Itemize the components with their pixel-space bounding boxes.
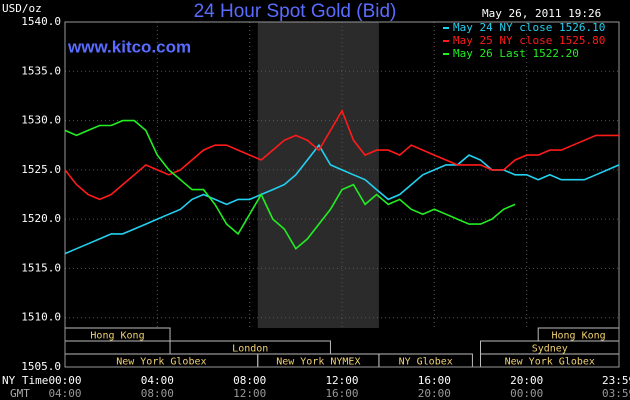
session-label: London [232, 344, 268, 355]
x-tick-label: 23:59 [602, 374, 630, 387]
session-label: Sydney [532, 344, 568, 355]
source: www.kitco.com [67, 37, 191, 56]
legend-label: May 25 NY close 1525.80 [453, 34, 605, 47]
series-line [64, 119, 516, 250]
unit-label: USD/oz [2, 2, 42, 15]
y-tick-label: 1505.0 [21, 360, 61, 373]
x2-tick-label: 03:59 [602, 387, 630, 400]
chart-title: 24 Hour Spot Gold (Bid) [194, 1, 397, 22]
series-line [64, 143, 620, 255]
x2-tick-label: 08:00 [141, 387, 174, 400]
y-tick-label: 1535.0 [21, 64, 61, 77]
y-tick-label: 1510.0 [21, 311, 61, 324]
x2-tick-label: 20:00 [418, 387, 451, 400]
x-tick-label: 08:00 [233, 374, 266, 387]
session-label: New York Globex [505, 357, 595, 368]
y-tick-label: 1540.0 [21, 15, 61, 28]
y-tick-label: 1525.0 [21, 163, 61, 176]
session-label: NY Globex [399, 357, 453, 368]
session-shade [257, 22, 379, 328]
plot-frame [64, 21, 620, 368]
x-tick-label: 16:00 [418, 374, 451, 387]
x2-axis-label: GMT [10, 387, 30, 400]
x-tick-label: 04:00 [141, 374, 174, 387]
legend-label: May 24 NY close 1526.10 [453, 21, 605, 34]
y-tick-label: 1530.0 [21, 114, 61, 127]
session-label: Hong Kong [90, 331, 144, 342]
session-label: New York NYMEX [276, 357, 360, 368]
x-tick-label: 12:00 [325, 374, 358, 387]
legend-label: May 26 Last 1522.20 [453, 47, 579, 60]
y-tick-label: 1520.0 [21, 212, 61, 225]
x2-tick-label: 00:00 [510, 387, 543, 400]
x-tick-label: 00:00 [48, 374, 81, 387]
x-tick-label: 20:00 [510, 374, 543, 387]
series-line [64, 108, 619, 201]
timestamp: May 26, 2011 19:26 [482, 7, 601, 20]
y-tick-label: 1515.0 [21, 261, 61, 274]
session-label: Hong Kong [552, 331, 606, 342]
x2-tick-label: 04:00 [48, 387, 81, 400]
x2-tick-label: 12:00 [233, 387, 266, 400]
x2-tick-label: 16:00 [325, 387, 358, 400]
x-axis-label: NY Time [2, 374, 48, 387]
session-label: New York Globex [116, 357, 206, 368]
